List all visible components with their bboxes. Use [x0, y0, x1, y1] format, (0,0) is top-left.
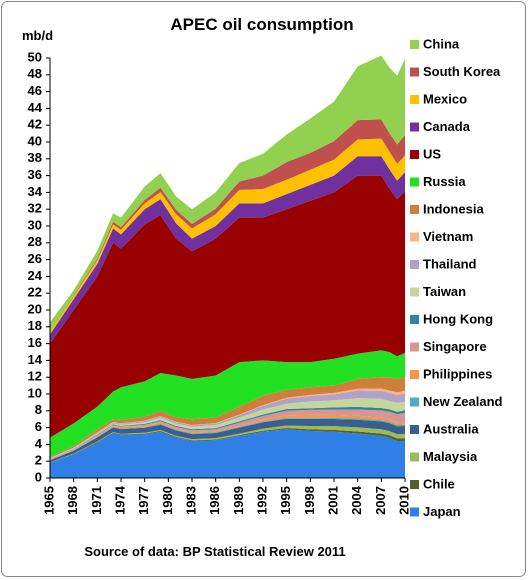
y-tick-label: 16 — [28, 335, 42, 350]
legend-swatch — [410, 397, 419, 407]
legend-label: Canada — [423, 119, 471, 134]
x-tick-label: 2001 — [325, 486, 340, 515]
legend-label: Chile — [423, 476, 455, 491]
y-tick-label: 44 — [28, 100, 43, 115]
legend-label: Indonesia — [423, 201, 484, 216]
area — [50, 409, 405, 460]
y-tick-label: 2 — [35, 453, 42, 468]
legend-swatch — [410, 480, 419, 489]
legend-label: Philippines — [423, 366, 492, 381]
legend-label: China — [423, 36, 460, 51]
x-tick-label: 2004 — [349, 485, 364, 515]
x-tick-label: 1977 — [136, 486, 151, 515]
legend-label: Mexico — [423, 91, 467, 106]
area — [50, 418, 405, 463]
source-note: Source of data: BP Statistical Review 20… — [84, 544, 345, 559]
legend-label: Hong Kong — [423, 311, 493, 326]
x-tick-label: 1980 — [160, 486, 175, 515]
y-tick-label: 48 — [28, 66, 42, 81]
legend-swatch — [410, 40, 419, 49]
legend-label: Japan — [423, 504, 461, 519]
legend-swatch — [410, 425, 419, 434]
y-tick-label: 22 — [28, 285, 42, 300]
area — [50, 390, 405, 459]
y-tick-label: 0 — [35, 469, 42, 484]
legend-label: Australia — [423, 421, 479, 436]
y-axis-label: mb/d — [22, 28, 53, 43]
legend-label: South Korea — [423, 64, 501, 79]
area — [50, 398, 405, 459]
legend-swatch — [410, 452, 419, 462]
area — [50, 350, 405, 457]
y-tick-label: 30 — [28, 217, 42, 232]
legend-label: Taiwan — [423, 284, 466, 299]
y-tick-label: 10 — [28, 385, 42, 400]
area — [50, 425, 405, 463]
y-tick-label: 14 — [28, 352, 43, 367]
legend-swatch — [410, 95, 419, 104]
legend-swatch — [410, 205, 419, 214]
legend-label: New Zealand — [423, 394, 503, 409]
y-tick-label: 28 — [28, 234, 42, 249]
legend-swatch — [410, 177, 419, 187]
y-tick-label: 20 — [28, 301, 42, 316]
x-tick-label: 1986 — [207, 486, 222, 515]
y-tick-label: 34 — [28, 184, 43, 199]
x-tick-label: 1983 — [183, 486, 198, 515]
area — [50, 156, 405, 344]
area — [50, 55, 405, 332]
legend-swatch — [410, 342, 419, 352]
x-tick-label: 1995 — [278, 486, 293, 515]
y-tick-label: 46 — [28, 83, 42, 98]
x-tick-label: 1971 — [89, 486, 104, 515]
legend-label: Singapore — [423, 339, 487, 354]
legend-swatch — [410, 287, 419, 297]
y-tick-label: 40 — [28, 133, 42, 148]
legend-label: Russia — [423, 174, 466, 189]
y-tick-label: 6 — [35, 419, 42, 434]
legend-swatch — [410, 260, 419, 269]
y-tick-label: 50 — [28, 49, 42, 64]
y-tick-label: 8 — [35, 402, 42, 417]
y-tick-label: 36 — [28, 167, 42, 182]
chart-title: APEC oil consumption — [170, 15, 353, 34]
legend-swatch — [410, 315, 419, 324]
x-tick-label: 1992 — [254, 486, 269, 515]
legend-label: Thailand — [423, 256, 477, 271]
legend-label: Malaysia — [423, 449, 478, 464]
legend-swatch — [410, 122, 419, 132]
y-tick-label: 12 — [28, 369, 42, 384]
area — [50, 388, 405, 459]
legend-swatch — [410, 370, 419, 379]
y-tick-label: 4 — [35, 436, 43, 451]
legend-label: US — [423, 146, 441, 161]
x-tick-label: 1965 — [41, 486, 56, 515]
legend-swatch — [410, 507, 419, 517]
x-tick-label: 2010 — [396, 486, 411, 515]
x-tick-label: 1968 — [65, 486, 80, 515]
y-tick-label: 18 — [28, 318, 42, 333]
legend-swatch — [410, 232, 419, 242]
area — [50, 377, 405, 459]
x-tick-label: 1974 — [112, 485, 127, 515]
y-tick-label: 42 — [28, 117, 42, 132]
legend-swatch — [410, 150, 419, 159]
y-tick-label: 24 — [28, 268, 43, 283]
x-tick-label: 1989 — [231, 486, 246, 515]
area — [50, 175, 405, 438]
y-tick-label: 38 — [28, 150, 42, 165]
y-tick-label: 26 — [28, 251, 42, 266]
legend-swatch — [410, 67, 419, 77]
area — [50, 429, 405, 478]
x-tick-label: 1998 — [302, 486, 317, 515]
legend-label: Vietnam — [423, 229, 473, 244]
y-tick-label: 32 — [28, 201, 42, 216]
x-tick-label: 2007 — [373, 486, 388, 515]
